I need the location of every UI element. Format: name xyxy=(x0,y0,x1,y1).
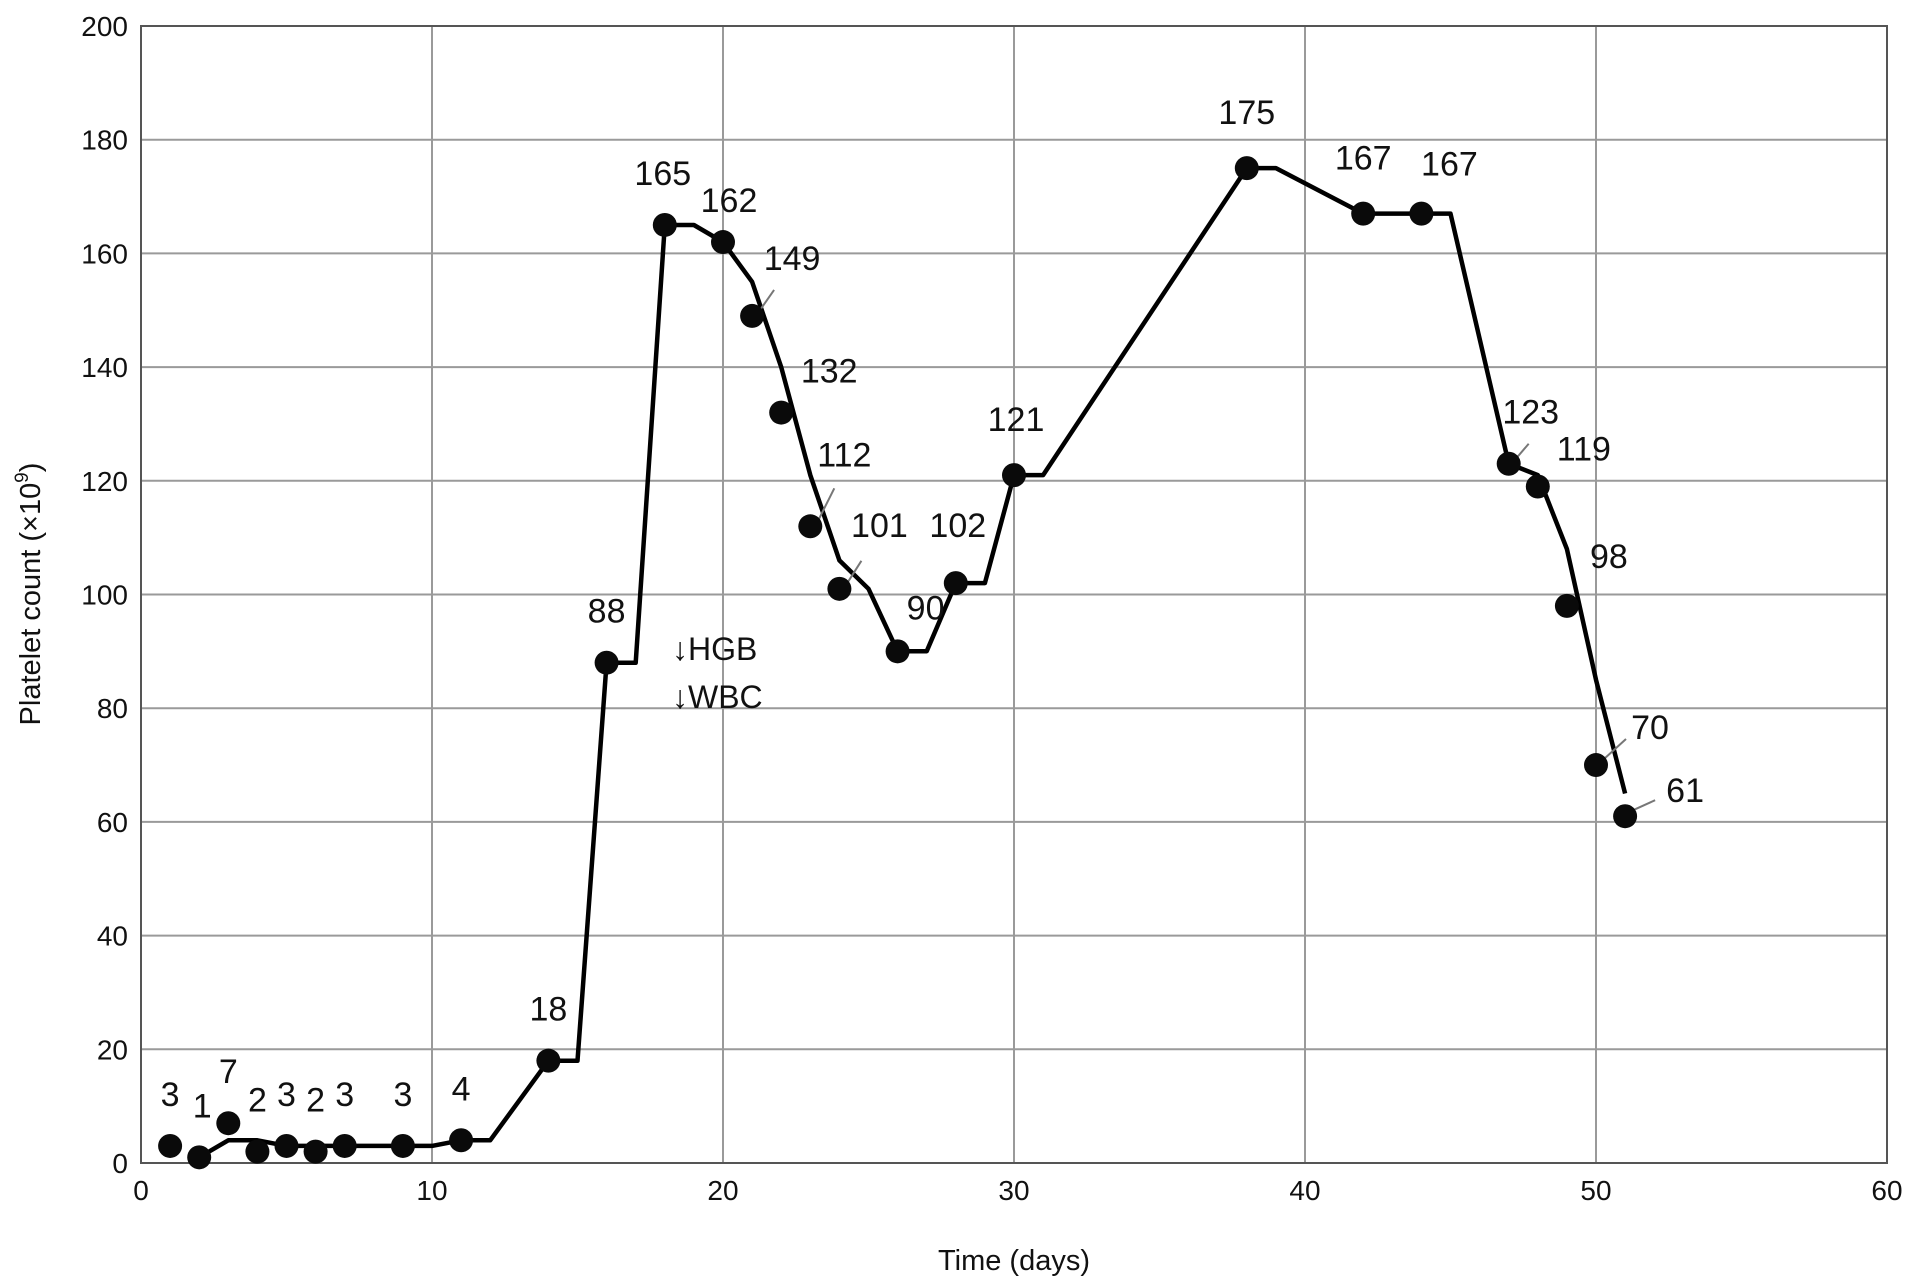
data-point xyxy=(158,1133,183,1158)
data-point xyxy=(1613,804,1638,829)
y-tick-label: 120 xyxy=(81,466,128,497)
x-tick-label: 10 xyxy=(416,1175,447,1206)
x-tick-label: 20 xyxy=(707,1175,738,1206)
data-label: 61 xyxy=(1666,772,1704,810)
y-tick-label: 100 xyxy=(81,580,128,611)
x-axis-title: Time (days) xyxy=(938,1245,1090,1277)
data-label: 2 xyxy=(306,1082,325,1120)
data-label: 98 xyxy=(1590,538,1628,576)
data-point xyxy=(769,400,794,425)
data-point xyxy=(274,1133,299,1158)
x-tick-label: 0 xyxy=(133,1175,149,1206)
data-label: 165 xyxy=(634,155,691,193)
data-point xyxy=(1409,201,1434,226)
x-tick-label: 60 xyxy=(1871,1175,1902,1206)
data-label: 88 xyxy=(588,593,626,631)
data-point xyxy=(332,1133,357,1158)
data-points xyxy=(158,156,1638,1170)
data-point xyxy=(740,303,765,328)
label-leader xyxy=(1603,738,1627,760)
x-tick-label: 30 xyxy=(998,1175,1029,1206)
data-point xyxy=(711,230,735,255)
y-axis-title-main: Platelet count (×10 xyxy=(15,483,47,726)
data-point xyxy=(449,1128,474,1153)
data-label: 3 xyxy=(161,1076,180,1114)
data-point xyxy=(390,1133,415,1158)
data-point xyxy=(943,571,968,596)
x-tick-label: 40 xyxy=(1289,1175,1320,1206)
data-label: 1 xyxy=(193,1087,212,1125)
data-point xyxy=(594,650,619,675)
y-axis-ticks: 0 20 40 60 80 100 120 140 160 180 200 xyxy=(81,11,128,1179)
annotation-hgb: ↓HGB xyxy=(672,631,757,667)
data-point xyxy=(303,1139,328,1164)
data-point xyxy=(1525,474,1550,499)
data-label: 112 xyxy=(817,436,871,474)
data-point xyxy=(1351,201,1376,226)
data-label: 7 xyxy=(219,1053,238,1091)
data-label: 3 xyxy=(277,1076,296,1114)
label-leader xyxy=(1515,443,1530,459)
y-axis-title-close: ) xyxy=(15,463,47,473)
label-leader xyxy=(759,289,775,311)
y-tick-label: 0 xyxy=(112,1148,128,1179)
data-label: 149 xyxy=(764,240,821,278)
label-leader xyxy=(1632,799,1656,812)
data-point xyxy=(245,1139,270,1164)
data-point xyxy=(885,639,910,664)
data-label: 70 xyxy=(1631,709,1669,747)
data-label: 123 xyxy=(1502,394,1559,432)
label-leaders xyxy=(759,289,1656,812)
trend-line xyxy=(198,165,1628,1160)
data-point xyxy=(216,1111,241,1136)
y-tick-label: 40 xyxy=(97,921,128,952)
data-label: 2 xyxy=(248,1082,267,1120)
y-tick-label: 140 xyxy=(81,352,128,383)
data-label: 3 xyxy=(393,1076,412,1114)
data-point xyxy=(1496,451,1521,476)
x-tick-label: 50 xyxy=(1580,1175,1611,1206)
data-point xyxy=(536,1048,561,1073)
data-point xyxy=(652,212,677,237)
data-label: 102 xyxy=(929,507,986,545)
data-label: 3 xyxy=(335,1076,354,1114)
y-tick-label: 180 xyxy=(81,125,128,156)
data-point xyxy=(798,514,823,539)
data-label: 18 xyxy=(529,991,567,1029)
y-axis-title-sup: 9 xyxy=(12,472,33,483)
label-leader xyxy=(846,560,863,584)
y-tick-label: 60 xyxy=(97,807,128,838)
data-label: 121 xyxy=(988,401,1045,439)
data-labels: 3 172 3 2 3 3 41888165162149132112101901021211… xyxy=(161,94,1704,1125)
label-leader xyxy=(817,487,836,521)
y-tick-label: 160 xyxy=(81,238,128,269)
y-axis-title: Platelet count (×109) xyxy=(12,463,47,726)
x-axis-ticks: 0 10 20 30 40 50 60 xyxy=(133,1175,1902,1206)
data-label: 4 xyxy=(452,1070,471,1108)
annotation-wbc: ↓WBC xyxy=(672,679,763,715)
data-label: 101 xyxy=(851,507,908,545)
data-point xyxy=(1002,463,1026,488)
plot-frame xyxy=(140,25,1888,1164)
chart-grid xyxy=(141,26,1887,1163)
data-label: 119 xyxy=(1557,430,1611,468)
data-point xyxy=(1554,593,1579,618)
data-point xyxy=(1584,753,1608,778)
data-label: 167 xyxy=(1421,146,1478,184)
data-point xyxy=(187,1145,212,1170)
data-label: 167 xyxy=(1335,140,1392,178)
data-label: 175 xyxy=(1218,94,1275,132)
data-label: 162 xyxy=(701,182,758,220)
data-label: 90 xyxy=(907,589,945,627)
y-tick-label: 80 xyxy=(97,693,128,724)
data-point xyxy=(1234,156,1259,181)
data-label: 132 xyxy=(801,353,858,391)
y-tick-label: 200 xyxy=(81,11,128,42)
data-point xyxy=(827,576,852,601)
y-tick-label: 20 xyxy=(97,1034,128,1065)
